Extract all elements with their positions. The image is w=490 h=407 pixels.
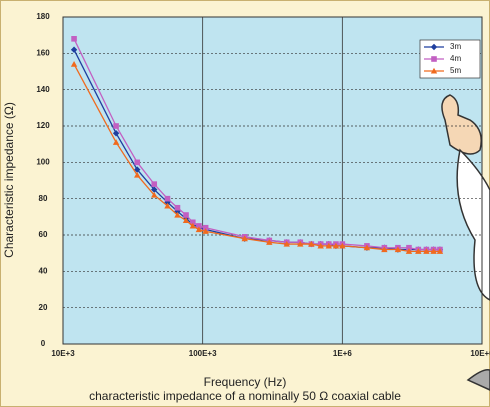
x-tick-label: 10E+3: [51, 349, 75, 358]
marker: [174, 211, 181, 218]
marker: [308, 240, 315, 247]
y-tick-label: 160: [36, 48, 50, 57]
y-axis-label: Characteristic impedance (Ω): [2, 102, 16, 258]
marker: [151, 191, 158, 198]
y-tick-label: 180: [36, 12, 50, 21]
x-tick-label: 10E+6: [470, 349, 490, 358]
marker: [363, 244, 371, 251]
marker: [174, 204, 181, 211]
marker: [266, 239, 273, 245]
marker: [182, 217, 190, 224]
marker: [332, 242, 340, 249]
marker: [430, 67, 438, 74]
marker: [70, 61, 78, 67]
marker: [297, 240, 304, 247]
marker: [113, 123, 119, 129]
plot-border: [62, 16, 483, 345]
marker: [112, 130, 120, 137]
marker: [134, 171, 141, 178]
marker: [70, 46, 78, 53]
marker: [134, 166, 141, 173]
caption: characteristic impedance of a nominally …: [89, 389, 401, 403]
marker: [190, 219, 196, 226]
marker: [151, 186, 158, 193]
y-tick-label: 120: [36, 121, 50, 130]
marker: [423, 248, 430, 254]
marker: [415, 248, 422, 254]
marker: [189, 222, 197, 229]
marker: [134, 159, 141, 166]
y-tick-label: 60: [39, 230, 48, 239]
marker: [339, 242, 346, 249]
marker: [283, 240, 290, 247]
marker: [430, 43, 438, 51]
legend-label: 4m: [450, 54, 461, 63]
marker: [195, 226, 203, 233]
marker: [406, 244, 412, 251]
marker: [71, 36, 77, 42]
marker: [241, 235, 248, 242]
marker: [164, 195, 171, 202]
marker: [196, 223, 202, 229]
marker: [202, 228, 209, 234]
x-tick-label: 100E+3: [189, 349, 217, 358]
y-tick-label: 20: [39, 303, 48, 312]
marker: [164, 202, 171, 209]
x-axis-label: Frequency (Hz): [204, 375, 287, 389]
x-tick-label: 1E+6: [333, 349, 352, 358]
legend-label: 5m: [450, 66, 461, 75]
y-tick-label: 100: [36, 157, 50, 166]
y-tick-label: 80: [39, 194, 48, 203]
marker: [151, 181, 158, 187]
marker: [317, 242, 324, 249]
marker: [381, 246, 388, 253]
y-tick-label: 40: [39, 266, 48, 275]
marker: [431, 56, 437, 62]
legend-label: 3m: [450, 42, 461, 51]
marker: [112, 139, 120, 145]
marker: [394, 246, 402, 253]
plot-area: [63, 17, 482, 344]
marker: [183, 212, 189, 218]
y-tick-label: 0: [41, 339, 46, 348]
marker: [436, 248, 444, 254]
marker: [430, 248, 437, 254]
marker: [405, 248, 413, 254]
marker: [325, 242, 332, 249]
y-tick-label: 140: [36, 85, 50, 94]
marker: [202, 224, 209, 231]
